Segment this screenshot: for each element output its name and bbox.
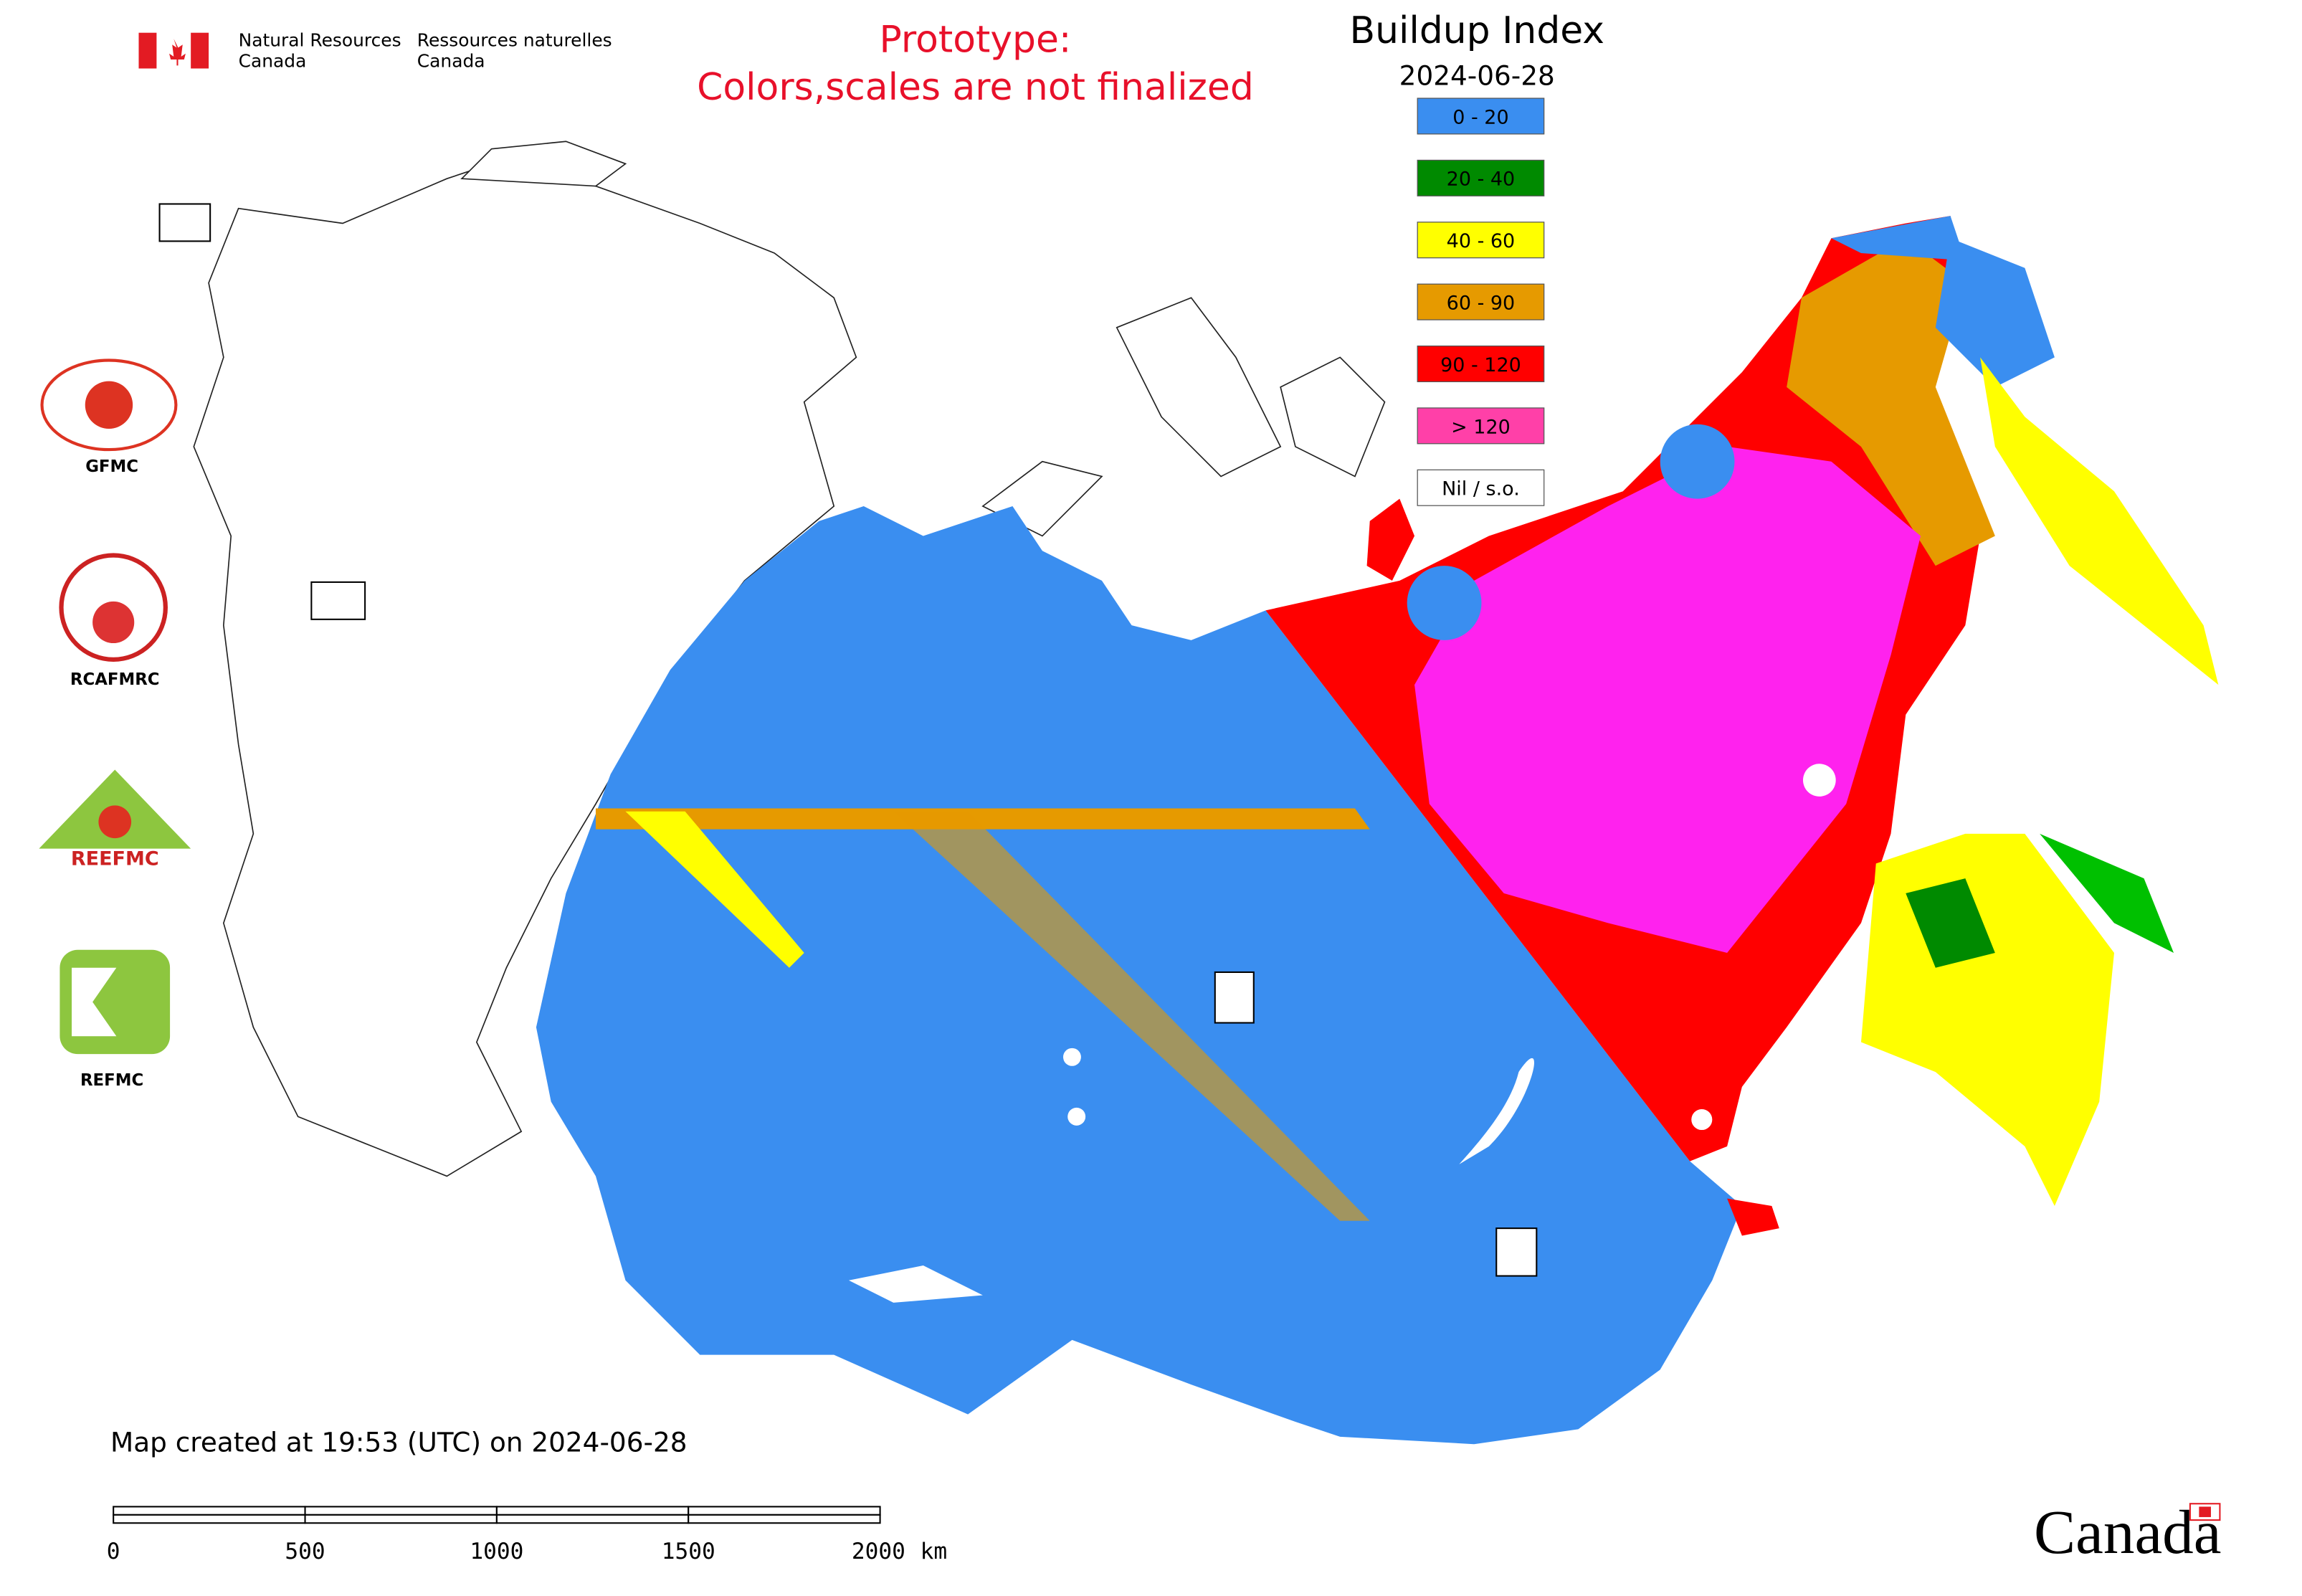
index-region bbox=[893, 811, 1370, 1221]
map-date: 2024-06-28 bbox=[1399, 60, 1555, 91]
scale-segment bbox=[495, 1514, 690, 1524]
index-region bbox=[1980, 357, 2219, 685]
country-outline bbox=[1116, 297, 1282, 478]
nil-area bbox=[1067, 1107, 1086, 1126]
dept-fr: Ressources naturelles bbox=[417, 29, 612, 50]
legend-label: 60 - 90 bbox=[1447, 292, 1516, 314]
nil-area bbox=[1691, 1108, 1713, 1131]
legend-swatch bbox=[1417, 407, 1545, 445]
refmc-logo bbox=[72, 967, 117, 1037]
scale-label: 2000 bbox=[852, 1539, 905, 1564]
rcafmrc-logo bbox=[92, 601, 135, 644]
dept-en: Canada bbox=[239, 50, 307, 71]
index-region bbox=[1414, 446, 1921, 953]
wordmark-flag bbox=[2199, 1506, 2211, 1517]
scale-segment bbox=[113, 1514, 306, 1524]
created-note: Map created at 19:53 (UTC) on 2024-06-28 bbox=[110, 1427, 687, 1458]
gfmc-logo bbox=[85, 381, 133, 429]
flag-bar bbox=[138, 32, 157, 69]
center-marker bbox=[1495, 1227, 1538, 1277]
scale-segment bbox=[688, 1514, 881, 1524]
legend-swatch bbox=[1417, 98, 1545, 135]
nil-area bbox=[848, 1265, 983, 1303]
index-region bbox=[1860, 833, 2114, 1206]
logo-label: REEFMC bbox=[71, 847, 159, 870]
scale-segment bbox=[688, 1506, 881, 1516]
index-region bbox=[1727, 1198, 1779, 1236]
index-region bbox=[1831, 216, 1966, 261]
logo-label: GFMC bbox=[85, 457, 138, 476]
index-region bbox=[2040, 833, 2174, 953]
map-title: Buildup Index bbox=[1349, 9, 1604, 52]
scale-label: 0 bbox=[107, 1539, 120, 1564]
logos: GFMC RCAFMRC REEFMC REFMC bbox=[39, 358, 191, 1090]
lake bbox=[1459, 1058, 1534, 1164]
index-region bbox=[1407, 566, 1482, 640]
country-outline bbox=[1280, 356, 1386, 478]
legend-label: 40 - 60 bbox=[1447, 230, 1516, 252]
index-region bbox=[1935, 238, 2055, 387]
flag-bar bbox=[191, 32, 209, 69]
center-marker bbox=[1214, 971, 1255, 1024]
center-marker bbox=[310, 581, 366, 620]
legend-swatch bbox=[1417, 469, 1545, 506]
nil-area bbox=[1062, 1048, 1081, 1066]
scale-segment bbox=[495, 1506, 690, 1516]
dept-fr: Canada bbox=[417, 50, 485, 71]
scale-label: 500 bbox=[285, 1539, 325, 1564]
map bbox=[158, 141, 2219, 1445]
legend-label: > 120 bbox=[1451, 416, 1511, 438]
index-region bbox=[595, 808, 1370, 830]
prototype-notice: Colors,scales are not finalized bbox=[697, 66, 1254, 109]
legend-label: 0 - 20 bbox=[1452, 106, 1508, 128]
country-outline bbox=[460, 141, 627, 187]
logo-label: REFMC bbox=[80, 1071, 143, 1090]
prototype-notice: Prototype: bbox=[880, 19, 1072, 62]
index-region bbox=[1906, 878, 1995, 968]
legend-label: 90 - 120 bbox=[1440, 354, 1521, 376]
scale-label: 1000 bbox=[470, 1539, 523, 1564]
dept-en: Natural Resources bbox=[239, 29, 401, 50]
legend-swatch bbox=[1417, 222, 1545, 259]
legend: 0 - 20 20 - 40 40 - 60 60 - 90 90 - 120 > 120… bbox=[1417, 98, 1545, 506]
index-region bbox=[1366, 498, 1415, 581]
scale-unit: km bbox=[921, 1539, 947, 1564]
scale-bar: 0 500 1000 1500 2000 km bbox=[107, 1506, 947, 1564]
nil-area bbox=[1803, 764, 1836, 797]
reefmc-logo bbox=[98, 805, 132, 839]
legend-swatch bbox=[1417, 159, 1545, 196]
legend-label: 20 - 40 bbox=[1447, 168, 1516, 191]
index-region bbox=[625, 811, 804, 968]
legend-label: Nil / s.o. bbox=[1442, 478, 1520, 500]
legend-swatch bbox=[1417, 283, 1545, 320]
legend-swatch bbox=[1417, 345, 1545, 383]
scale-segment bbox=[113, 1506, 306, 1516]
index-region bbox=[536, 506, 1742, 1445]
scale-segment bbox=[304, 1514, 498, 1524]
index-region bbox=[1660, 424, 1735, 499]
country-outline bbox=[193, 163, 857, 1177]
center-marker bbox=[158, 203, 211, 242]
nrcan-signature: Natural Resources Canada Ressources natu… bbox=[138, 29, 612, 71]
scale-label: 1500 bbox=[662, 1539, 715, 1564]
scale-segment bbox=[304, 1506, 498, 1516]
logo-label: RCAFMRC bbox=[70, 670, 160, 689]
